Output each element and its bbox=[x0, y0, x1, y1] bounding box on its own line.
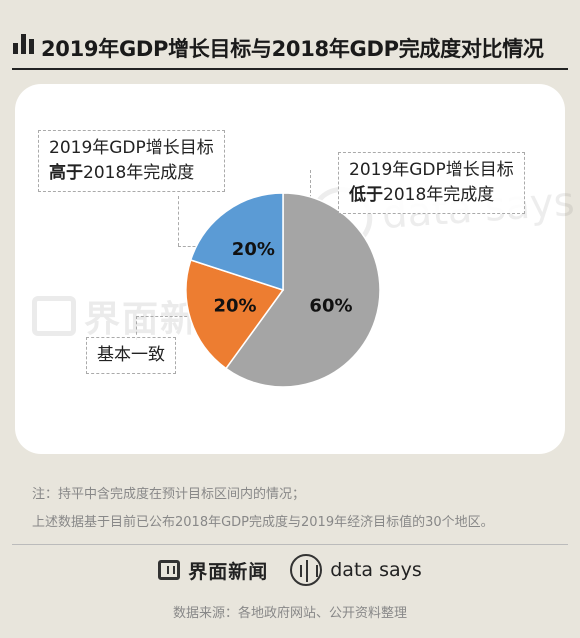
slice-equal-label: 20% bbox=[213, 296, 256, 317]
note-line-2: 上述数据基于目前已公布2018年GDP完成度与2019年经济目标值的30个地区。 bbox=[32, 515, 494, 530]
slice-higher bbox=[189, 192, 284, 292]
callout-higher-line2: 高于2018年完成度 bbox=[49, 161, 214, 186]
callout-lower-rest: 2018年完成度 bbox=[383, 185, 495, 205]
datasays-icon bbox=[290, 554, 323, 586]
callout-higher-bold: 高于 bbox=[49, 163, 83, 183]
leader-higher-horizontal bbox=[178, 246, 210, 247]
callout-equal: 基本一致 bbox=[86, 337, 176, 374]
leader-higher-vertical bbox=[178, 196, 179, 246]
jiemian-logo-icon bbox=[32, 296, 76, 336]
brand-jiemian: 界面新闻 bbox=[158, 557, 268, 584]
brand-jiemian-text: 界面新闻 bbox=[188, 560, 269, 583]
leader-equal-horizontal bbox=[136, 316, 192, 317]
slice-equal bbox=[185, 259, 285, 370]
leader-lower-vertical bbox=[310, 170, 311, 208]
data-source: 数据来源：各地政府网站、公开资料整理 bbox=[172, 606, 407, 621]
callout-equal-text: 基本一致 bbox=[97, 345, 165, 365]
leader-equal-vertical bbox=[136, 316, 137, 340]
brand-bar: 界面新闻 data says bbox=[0, 550, 580, 590]
brand-datasays: data says bbox=[290, 554, 422, 586]
footer-divider bbox=[12, 544, 568, 545]
slice-lower bbox=[224, 192, 381, 388]
jiemian-icon bbox=[158, 560, 181, 580]
callout-higher: 2019年GDP增长目标 高于2018年完成度 bbox=[38, 130, 225, 192]
callout-higher-line1: 2019年GDP增长目标 bbox=[49, 138, 214, 158]
callout-lower-line2: 低于2018年完成度 bbox=[349, 183, 514, 208]
title-divider bbox=[12, 68, 568, 70]
callout-higher-rest: 2018年完成度 bbox=[83, 163, 195, 183]
bar-chart-icon bbox=[13, 34, 35, 54]
callout-lower: 2019年GDP增长目标 低于2018年完成度 bbox=[338, 152, 525, 214]
callout-lower-bold: 低于 bbox=[349, 185, 383, 205]
brand-datasays-text: data says bbox=[330, 559, 422, 581]
slice-higher-label: 20% bbox=[232, 239, 275, 260]
header: 2019年GDP增长目标与2018年GDP完成度对比情况 bbox=[0, 0, 580, 68]
note-line-1: 注：持平中含完成度在预计目标区间内的情况； bbox=[32, 487, 306, 502]
callout-lower-line1: 2019年GDP增长目标 bbox=[349, 160, 514, 180]
slice-lower-label: 60% bbox=[309, 296, 352, 317]
notes: 注：持平中含完成度在预计目标区间内的情况； 上述数据基于目前已公布2018年GD… bbox=[32, 481, 494, 537]
page-title: 2019年GDP增长目标与2018年GDP完成度对比情况 bbox=[41, 37, 544, 61]
